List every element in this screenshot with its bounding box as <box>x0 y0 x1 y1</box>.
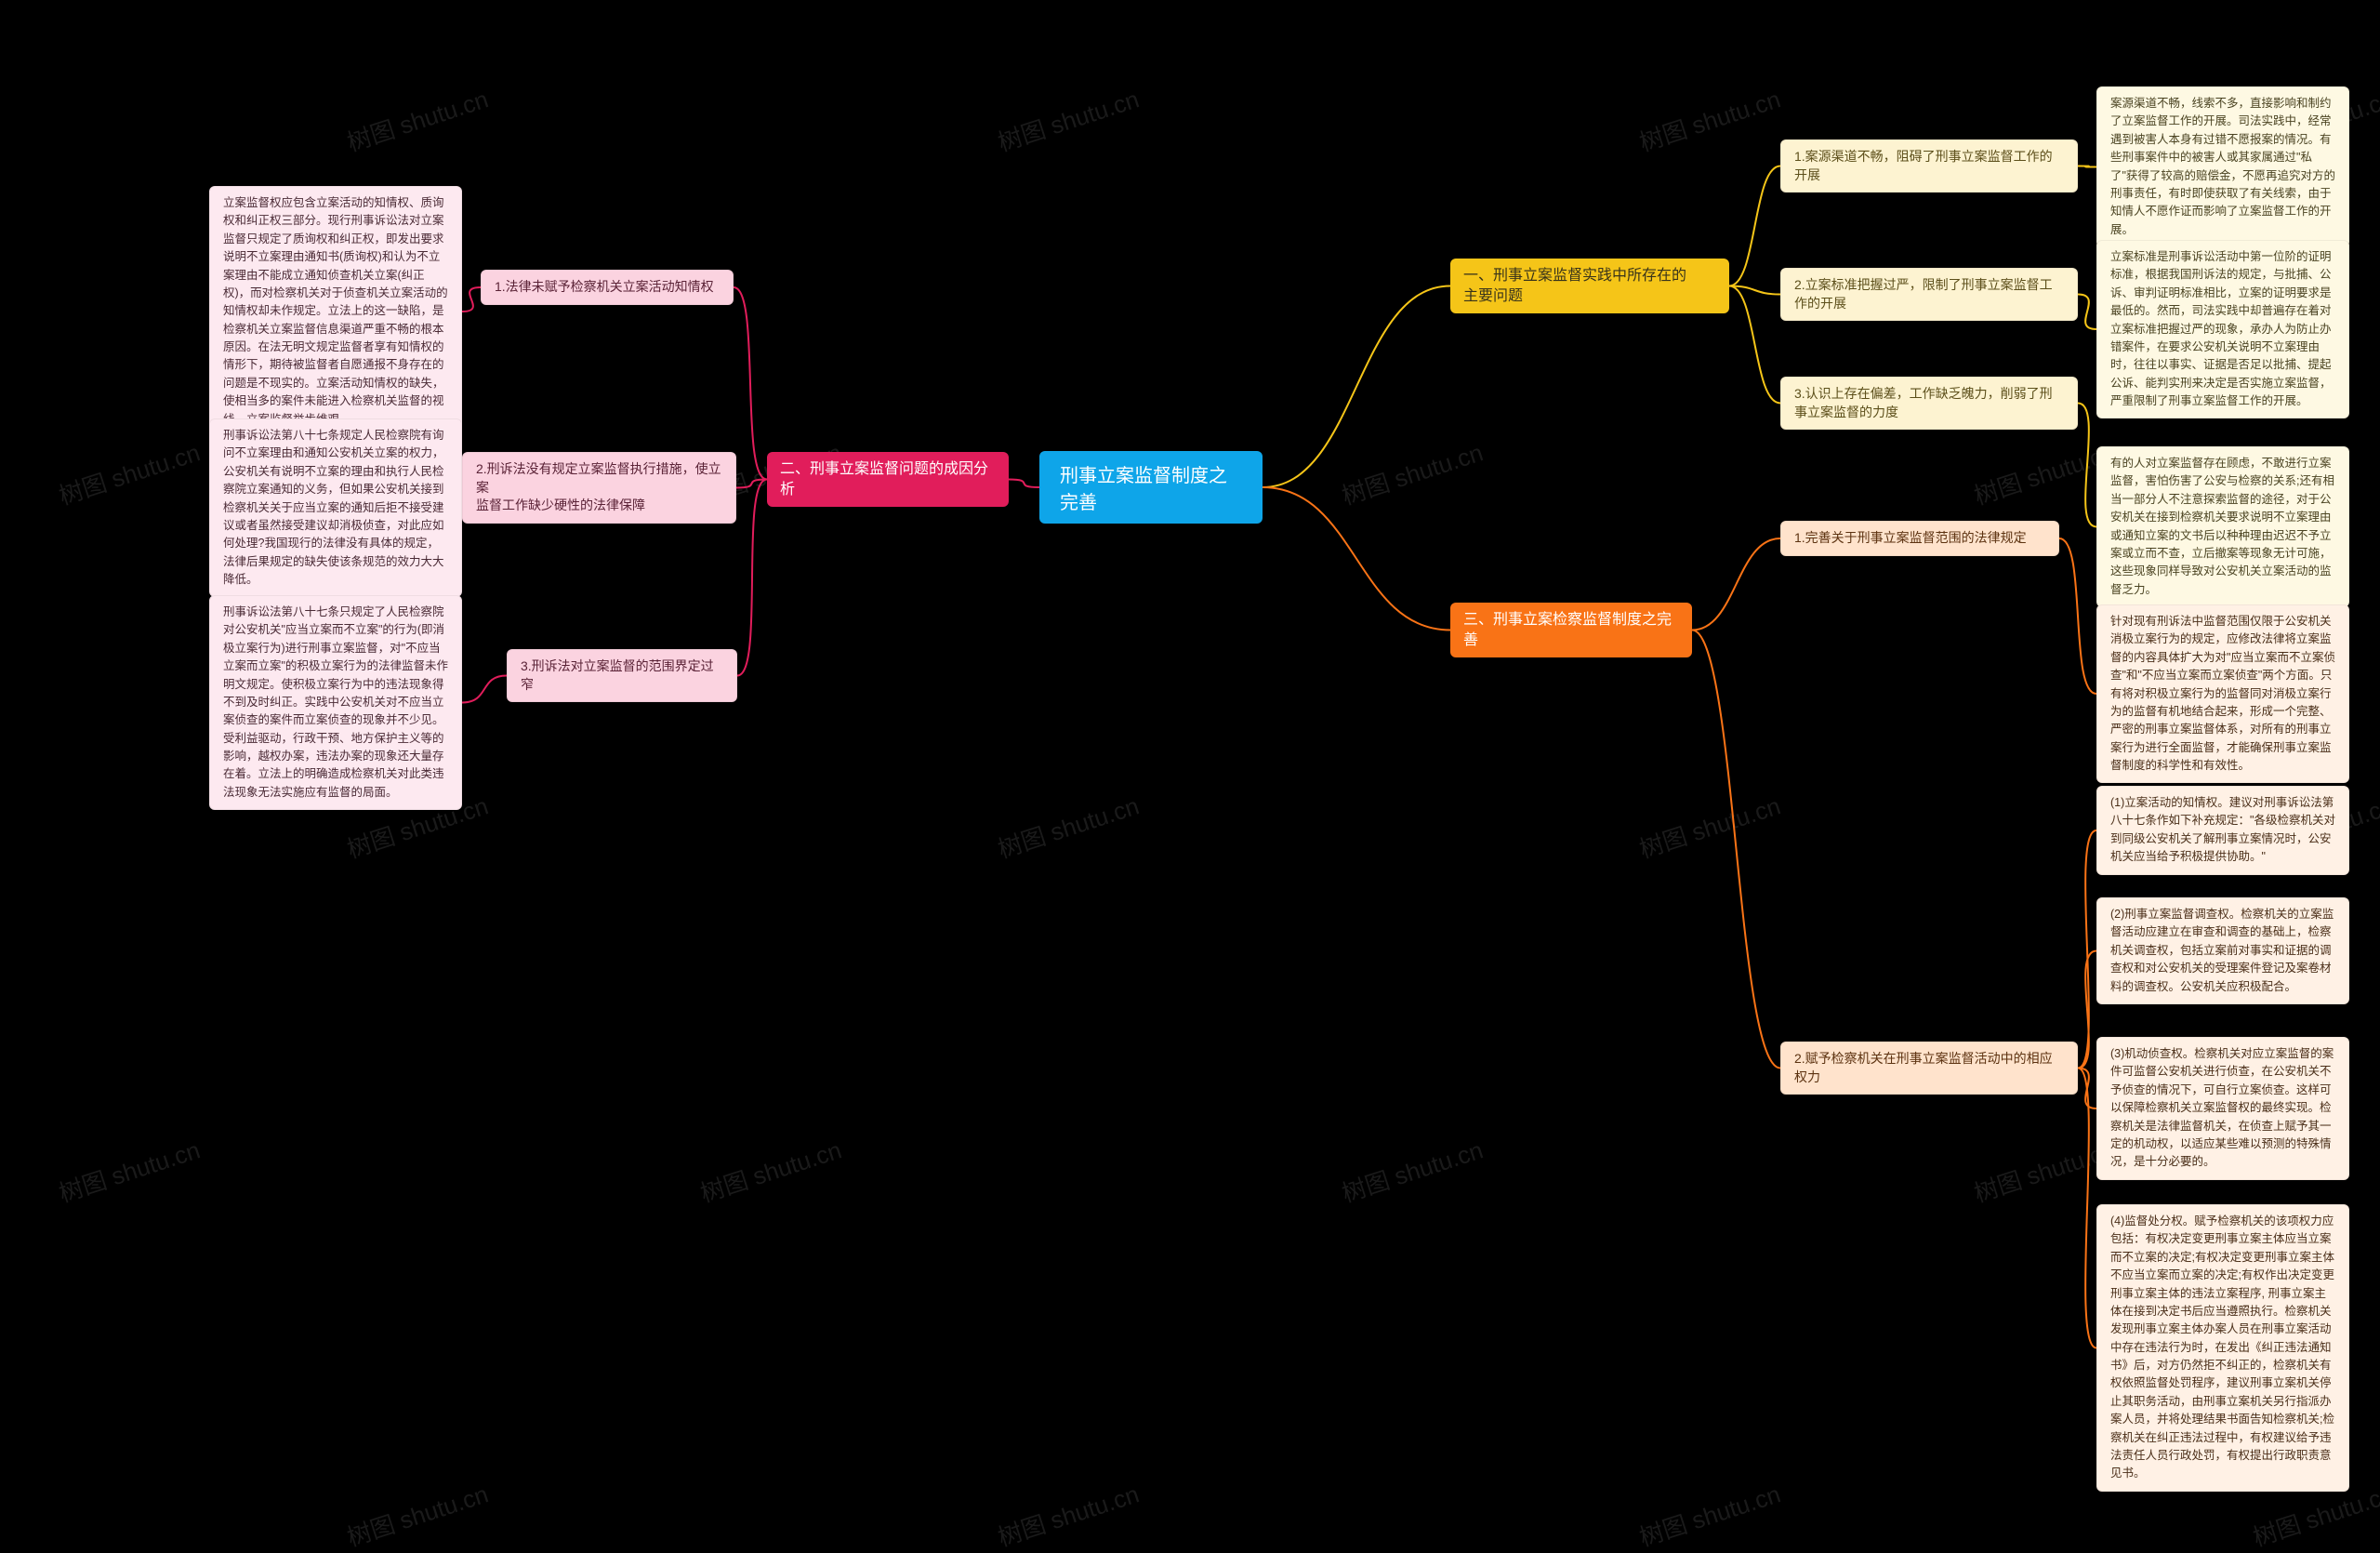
section-3-sub-1-detail[interactable]: 针对现有刑诉法中监督范围仅限于公安机关消极立案行为的规定，应修改法律将立案监督的… <box>2096 604 2349 783</box>
section-3-sub-2-detail-2[interactable]: (2)刑事立案监督调查权。检察机关的立案监督活动应建立在审查和调查的基础上，检察… <box>2096 897 2349 1004</box>
detail-text: (2)刑事立案监督调查权。检察机关的立案监督活动应建立在审查和调查的基础上，检察… <box>2110 908 2334 993</box>
section-3-sub-2[interactable]: 2.赋予检察机关在刑事立案监督活动中的相应 权力 <box>1780 1042 2078 1095</box>
watermark: 树图 shutu.cn <box>993 1476 1143 1553</box>
detail-text: 针对现有刑诉法中监督范围仅限于公安机关消极立案行为的规定，应修改法律将立案监督的… <box>2110 615 2335 772</box>
section-2-sub-3-detail[interactable]: 刑事诉讼法第八十七条只规定了人民检察院对公安机关"应当立案而不立案"的行为(即消… <box>209 595 462 810</box>
section-1-sub-1-detail[interactable]: 案源渠道不畅，线索不多，直接影响和制约了立案监督工作的开展。司法实践中，经常遇到… <box>2096 86 2349 247</box>
section-1-sub-2-line2: 作的开展 <box>1794 296 1846 311</box>
section-3-sub-1-label: 1.完善关于刑事立案监督范围的法律规定 <box>1794 530 2027 545</box>
root-topic[interactable]: 刑事立案监督制度之完善 <box>1039 451 1263 524</box>
section-2-sub-3-label: 3.刑诉法对立案监督的范围界定过窄 <box>521 658 714 692</box>
section-1-label-line2: 主要问题 <box>1463 288 1523 304</box>
section-3-label: 三、刑事立案检察监督制度之完善 <box>1463 612 1672 648</box>
section-1-sub-3-line2: 事立案监督的力度 <box>1794 405 1898 419</box>
watermark: 树图 shutu.cn <box>695 1132 845 1210</box>
section-1-sub-3-detail[interactable]: 有的人对立案监督存在顾虑，不敢进行立案监督，害怕伤害了公安与检察的关系;还有相当… <box>2096 446 2349 607</box>
watermark: 树图 shutu.cn <box>54 434 204 512</box>
watermark: 树图 shutu.cn <box>993 788 1143 866</box>
section-1-sub-2[interactable]: 2.立案标准把握过严，限制了刑事立案监督工 作的开展 <box>1780 268 2078 321</box>
section-1-sub-3-line1: 3.认识上存在偏差，工作缺乏魄力，削弱了刑 <box>1794 386 2053 401</box>
section-2-sub-3[interactable]: 3.刑诉法对立案监督的范围界定过窄 <box>507 649 737 702</box>
section-3[interactable]: 三、刑事立案检察监督制度之完善 <box>1450 603 1692 657</box>
section-3-sub-2-line1: 2.赋予检察机关在刑事立案监督活动中的相应 <box>1794 1051 2053 1066</box>
section-1-sub-3[interactable]: 3.认识上存在偏差，工作缺乏魄力，削弱了刑 事立案监督的力度 <box>1780 377 2078 430</box>
detail-text: (4)监督处分权。赋予检察机关的该项权力应包括：有权决定变更刑事立案主体应当立案… <box>2110 1215 2334 1480</box>
section-3-sub-1[interactable]: 1.完善关于刑事立案监督范围的法律规定 <box>1780 521 2059 556</box>
section-2-sub-1-detail[interactable]: 立案监督权应包含立案活动的知情权、质询权和纠正权三部分。现行刑事诉讼法对立案监督… <box>209 186 462 437</box>
section-1-sub-1-line1: 1.案源渠道不畅，阻碍了刑事立案监督工作的 <box>1794 149 2053 164</box>
watermark: 树图 shutu.cn <box>993 81 1143 159</box>
section-2-sub-2-line2: 监督工作缺少硬性的法律保障 <box>476 498 645 512</box>
section-3-sub-2-detail-3[interactable]: (3)机动侦查权。检察机关对应立案监督的案件可监督公安机关进行侦查，在公安机关不… <box>2096 1037 2349 1180</box>
section-2-sub-1-label: 1.法律未赋予检察机关立案活动知情权 <box>495 279 714 294</box>
section-2-sub-1[interactable]: 1.法律未赋予检察机关立案活动知情权 <box>481 270 734 305</box>
watermark: 树图 shutu.cn <box>342 1476 492 1553</box>
watermark: 树图 shutu.cn <box>1634 1476 1784 1553</box>
detail-text: 立案标准是刑事诉讼活动中第一位阶的证明标准，根据我国刑诉法的规定，与批捕、公诉、… <box>2110 250 2332 407</box>
root-topic-label: 刑事立案监督制度之完善 <box>1060 466 1227 513</box>
detail-text: 案源渠道不畅，线索不多，直接影响和制约了立案监督工作的开展。司法实践中，经常遇到… <box>2110 97 2335 236</box>
detail-text: (1)立案活动的知情权。建议对刑事诉讼法第八十七条作如下补充规定："各级检察机关… <box>2110 796 2335 863</box>
watermark: 树图 shutu.cn <box>1337 1132 1487 1210</box>
section-2-sub-2-detail[interactable]: 刑事诉讼法第八十七条规定人民检察院有询问不立案理由和通知公安机关立案的权力，公安… <box>209 418 462 597</box>
detail-text: 刑事诉讼法第八十七条规定人民检察院有询问不立案理由和通知公安机关立案的权力，公安… <box>223 429 444 586</box>
watermark: 树图 shutu.cn <box>342 81 492 159</box>
section-3-sub-2-detail-1[interactable]: (1)立案活动的知情权。建议对刑事诉讼法第八十七条作如下补充规定："各级检察机关… <box>2096 786 2349 875</box>
watermark: 树图 shutu.cn <box>1634 81 1784 159</box>
section-2-sub-2[interactable]: 2.刑诉法没有规定立案监督执行措施，使立案 监督工作缺少硬性的法律保障 <box>462 452 736 524</box>
detail-text: (3)机动侦查权。检察机关对应立案监督的案件可监督公安机关进行侦查，在公安机关不… <box>2110 1047 2334 1168</box>
section-1-sub-1[interactable]: 1.案源渠道不畅，阻碍了刑事立案监督工作的 开展 <box>1780 139 2078 192</box>
detail-text: 立案监督权应包含立案活动的知情权、质询权和纠正权三部分。现行刑事诉讼法对立案监督… <box>223 196 448 426</box>
section-1[interactable]: 一、刑事立案监督实践中所存在的 主要问题 <box>1450 259 1729 313</box>
section-1-sub-2-line1: 2.立案标准把握过严，限制了刑事立案监督工 <box>1794 277 2053 292</box>
detail-text: 有的人对立案监督存在顾虑，不敢进行立案监督，害怕伤害了公安与检察的关系;还有相当… <box>2110 457 2334 596</box>
section-1-sub-2-detail[interactable]: 立案标准是刑事诉讼活动中第一位阶的证明标准，根据我国刑诉法的规定，与批捕、公诉、… <box>2096 240 2349 418</box>
section-3-sub-2-line2: 权力 <box>1794 1069 1820 1084</box>
section-3-sub-2-detail-4[interactable]: (4)监督处分权。赋予检察机关的该项权力应包括：有权决定变更刑事立案主体应当立案… <box>2096 1204 2349 1492</box>
detail-text: 刑事诉讼法第八十七条只规定了人民检察院对公安机关"应当立案而不立案"的行为(即消… <box>223 605 448 799</box>
watermark: 树图 shutu.cn <box>54 1132 204 1210</box>
section-2-sub-2-line1: 2.刑诉法没有规定立案监督执行措施，使立案 <box>476 461 721 495</box>
section-1-label-line1: 一、刑事立案监督实践中所存在的 <box>1463 268 1686 284</box>
section-2[interactable]: 二、刑事立案监督问题的成因分析 <box>767 452 1009 507</box>
watermark: 树图 shutu.cn <box>1634 788 1784 866</box>
watermark: 树图 shutu.cn <box>1337 434 1487 512</box>
section-2-label: 二、刑事立案监督问题的成因分析 <box>780 461 988 498</box>
section-1-sub-1-line2: 开展 <box>1794 167 1820 182</box>
